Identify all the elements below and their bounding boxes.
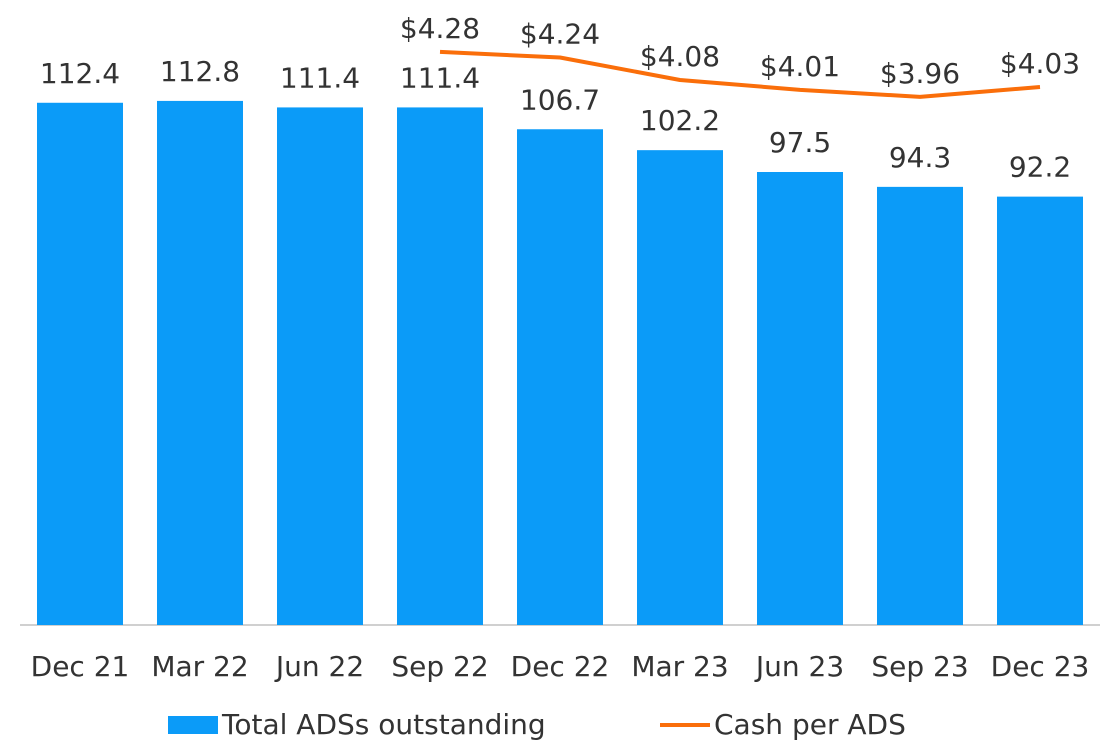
data-label: $4.08: [640, 40, 720, 73]
x-tick-label: Sep 22: [391, 650, 488, 683]
data-label: $4.01: [760, 50, 840, 83]
data-label: $3.96: [880, 57, 960, 90]
bar: [397, 107, 483, 626]
legend-label: Total ADSs outstanding: [221, 708, 546, 741]
x-tick-label: Jun 23: [754, 650, 844, 683]
bar: [637, 150, 723, 625]
line: [439, 49, 1041, 99]
x-tick-label: Sep 23: [871, 650, 968, 683]
data-label: 106.7: [520, 83, 600, 116]
x-tick-label: Dec 23: [991, 650, 1090, 683]
data-label: 112.8: [160, 55, 240, 88]
data-label: 97.5: [769, 126, 831, 159]
data-label: 92.2: [1009, 151, 1071, 184]
bar: [757, 172, 843, 625]
bar: [517, 129, 603, 626]
data-label: $4.28: [400, 12, 480, 45]
bar: [277, 107, 363, 626]
bar: [157, 100, 243, 626]
x-tick-label: Dec 22: [511, 650, 610, 683]
data-label: 112.4: [40, 57, 120, 90]
data-label: 102.2: [640, 104, 720, 137]
x-tick-label: Mar 23: [631, 650, 728, 683]
x-tick-label: Dec 21: [31, 650, 130, 683]
bar: [877, 186, 963, 626]
legend-label: Cash per ADS: [714, 708, 906, 741]
data-label: 111.4: [400, 61, 480, 94]
bar: [37, 102, 123, 625]
x-tick-label: Mar 22: [151, 650, 248, 683]
data-label: $4.24: [520, 18, 600, 51]
data-label: 111.4: [280, 61, 360, 94]
data-label: 94.3: [889, 141, 951, 174]
x-tick-label: Jun 22: [274, 650, 364, 683]
legend-swatch: [168, 716, 218, 734]
data-label: $4.03: [1000, 47, 1080, 80]
bar: [997, 196, 1083, 625]
